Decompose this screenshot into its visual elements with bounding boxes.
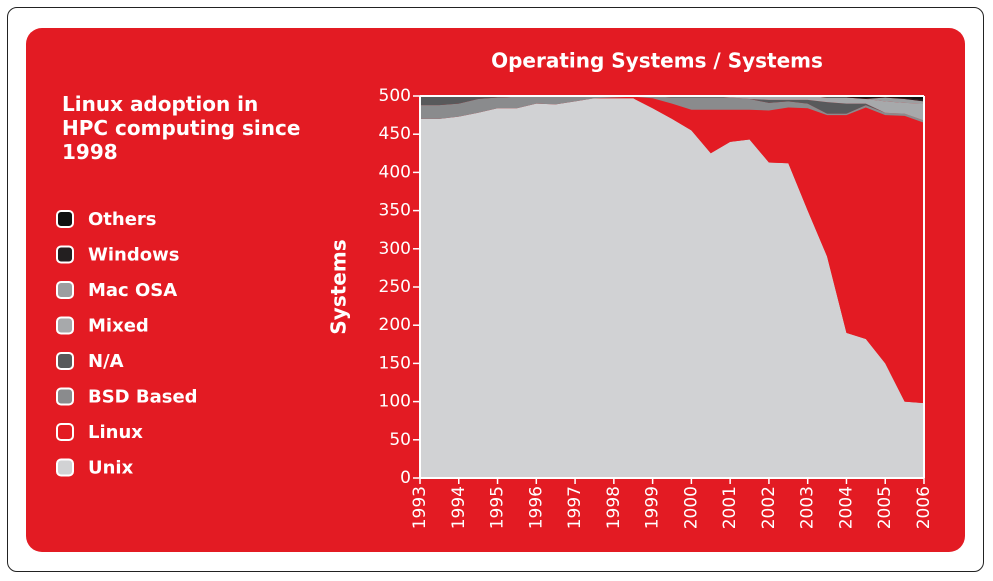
- x-tick-label: 1998: [604, 486, 624, 529]
- x-tick-label: 2001: [720, 486, 740, 529]
- x-tick-label: 1995: [488, 486, 508, 529]
- legend-label: BSD Based: [88, 387, 198, 408]
- x-tick-label: 2004: [836, 486, 856, 529]
- y-tick-label: 250: [379, 277, 411, 297]
- area: [420, 96, 924, 404]
- y-tick-label: 350: [379, 201, 411, 221]
- y-tick-label: 50: [389, 430, 411, 450]
- x-tick-label: 1997: [565, 486, 585, 529]
- legend-swatch: [56, 423, 74, 441]
- legend-swatch: [56, 316, 74, 335]
- legend-label: Unix: [88, 458, 134, 479]
- y-tick-label: 400: [379, 162, 411, 182]
- legend-label: Mac OSA: [88, 280, 177, 301]
- x-tick-label: 1996: [526, 486, 546, 529]
- side-title: Linux adoption in HPC computing since 19…: [62, 92, 301, 164]
- area: [420, 96, 924, 121]
- legend-swatch: [56, 387, 74, 406]
- x-tick-label: 2006: [914, 486, 934, 529]
- outer-frame: [7, 7, 984, 572]
- legend-swatch: [56, 352, 74, 370]
- legend-label: Others: [88, 209, 157, 230]
- y-tick-label: 100: [379, 392, 411, 412]
- x-tick-label: 1994: [449, 486, 469, 529]
- legend-swatch: [56, 210, 74, 228]
- chart-title: Operating Systems / Systems: [491, 49, 823, 73]
- area: [420, 96, 924, 123]
- x-tick-label: 2002: [759, 486, 779, 529]
- y-tick-label: 200: [379, 315, 411, 335]
- legend-swatch: [56, 245, 74, 264]
- legend-swatch: [56, 458, 74, 477]
- x-tick-label: 2000: [681, 486, 701, 529]
- x-tick-label: 2003: [798, 486, 818, 529]
- x-tick-label: 1993: [410, 486, 430, 529]
- legend-swatch: [56, 281, 74, 299]
- x-tick-label: 1999: [643, 486, 663, 529]
- legend-label: N/A: [88, 351, 124, 372]
- y-tick-label: 0: [400, 468, 411, 488]
- legend-label: Linux: [88, 422, 143, 443]
- legend-label: Windows: [88, 245, 179, 266]
- y-tick-label: 300: [379, 239, 411, 259]
- y-tick-label: 500: [379, 86, 411, 106]
- y-tick-label: 150: [379, 353, 411, 373]
- x-tick-label: 2005: [875, 486, 895, 529]
- y-axis-label: Systems: [327, 239, 351, 334]
- y-tick-label: 450: [379, 124, 411, 144]
- legend-label: Mixed: [88, 316, 149, 337]
- area: [420, 98, 924, 479]
